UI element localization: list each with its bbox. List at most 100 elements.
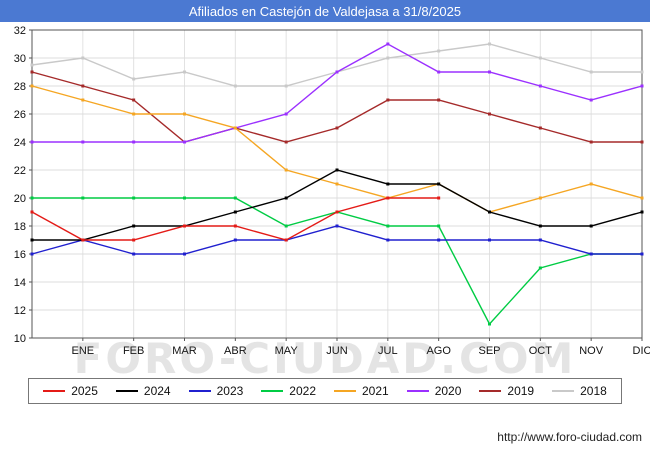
legend-line-icon: [406, 390, 429, 392]
series-point-2019: [30, 70, 34, 74]
series-point-2025: [183, 224, 186, 228]
chart-area: ENE FEB MAR ABR MAY JUN JUL AGO SEP OCT NOV DIC 10 12…: [0, 22, 650, 383]
series-point-2020: [284, 112, 288, 116]
series-point-2021: [589, 182, 593, 186]
series-point-2025: [437, 196, 441, 200]
x-tick-label: SEP: [478, 345, 500, 357]
y-tick-label: 24: [14, 137, 26, 149]
series-point-2023: [183, 252, 186, 256]
series-point-2018: [538, 56, 542, 60]
series-point-2020: [183, 140, 186, 144]
legend-line-icon: [261, 390, 284, 392]
legend-label: 2019: [507, 384, 535, 398]
x-tick-label: AGO: [426, 345, 451, 357]
series-point-2025: [284, 238, 288, 242]
legend-label: 2024: [143, 384, 171, 398]
series-point-2024: [437, 182, 441, 186]
legend-line-icon: [479, 390, 502, 392]
series-point-2020: [335, 70, 339, 74]
legend-line-icon: [43, 390, 66, 392]
series-point-2018: [183, 70, 186, 74]
series-point-2018: [437, 49, 441, 53]
series-point-2019: [640, 140, 644, 144]
y-tick-label: 22: [14, 165, 26, 177]
x-tick-label: MAY: [275, 345, 299, 357]
legend-label: 2023: [216, 384, 244, 398]
series-point-2022: [233, 196, 237, 200]
series-point-2025: [386, 196, 390, 200]
series-point-2021: [335, 182, 339, 186]
x-tick-label: ENE: [72, 345, 95, 357]
series-point-2023: [589, 252, 593, 256]
series-point-2022: [538, 266, 542, 270]
plot-border: [31, 29, 643, 339]
series-point-2020: [589, 98, 593, 102]
series-point-2018: [132, 77, 136, 81]
series-point-2021: [538, 196, 542, 200]
series-point-2025: [81, 238, 85, 242]
legend-line-icon: [334, 390, 356, 392]
legend-line-icon: [115, 390, 138, 392]
x-tick-label: MAR: [172, 345, 197, 357]
y-tick-label: 26: [14, 109, 26, 121]
series-point-2020: [386, 42, 390, 46]
y-tick-label: 18: [14, 221, 26, 233]
series-point-2021: [81, 98, 85, 102]
series-point-2022: [488, 322, 491, 326]
legend-item-2019: 2019: [479, 384, 534, 398]
series-point-2020: [30, 140, 34, 144]
series-point-2021: [132, 112, 136, 116]
series-point-2023: [30, 252, 34, 256]
series-point-2019: [132, 98, 136, 102]
series-point-2024: [233, 210, 237, 214]
series-point-2019: [437, 98, 441, 102]
series-point-2022: [284, 224, 288, 228]
series-point-2024: [335, 168, 339, 172]
title-bar: Afiliados en Castejón de Valdejasa a 31/…: [0, 0, 650, 22]
x-tick-label: FEB: [123, 345, 144, 357]
chart-plot: ENE FEB MAR ABR MAY JUN JUL AGO SEP OCT NOV DIC 10 12…: [14, 25, 650, 357]
series-point-2019: [386, 98, 390, 102]
legend-item-2020: 2020: [406, 384, 462, 398]
series-point-2024: [640, 210, 644, 214]
y-tick-label: 32: [14, 25, 26, 37]
legend-item-2021: 2021: [334, 384, 389, 398]
legend-label: 2022: [289, 384, 316, 398]
series-point-2021: [233, 126, 237, 130]
legend-line-icon: [552, 390, 575, 392]
legend-item-2025: 2025: [43, 384, 98, 398]
series-point-2019: [284, 140, 288, 144]
legend-item-2023: 2023: [188, 384, 244, 398]
legend: 2025 2024 2023 2022 2021 2020 2019 2018: [28, 378, 622, 404]
series-point-2023: [538, 238, 542, 242]
series-point-2020: [132, 140, 136, 144]
series-point-2020: [640, 84, 644, 88]
series-point-2018: [386, 56, 390, 60]
series-point-2023: [437, 238, 441, 242]
series-point-2019: [81, 84, 85, 88]
series-point-2018: [488, 42, 491, 46]
series-point-2018: [589, 70, 593, 74]
series-point-2020: [538, 84, 542, 88]
series-point-2024: [132, 224, 136, 228]
y-tick-label: 30: [14, 53, 26, 65]
x-tick-label: DIC: [633, 345, 650, 357]
y-tick-label: 28: [14, 81, 26, 93]
series-point-2024: [386, 182, 390, 186]
page-title: Afiliados en Castejón de Valdejasa a 31/…: [188, 3, 462, 19]
y-tick-label: 14: [14, 277, 26, 289]
series-point-2022: [132, 196, 136, 200]
series-point-2020: [81, 140, 85, 144]
legend-item-2022: 2022: [261, 384, 316, 398]
series-point-2021: [183, 112, 186, 116]
series-point-2022: [30, 196, 34, 200]
legend-label: 2020: [434, 384, 462, 398]
series-point-2023: [233, 238, 237, 242]
series-point-2018: [640, 70, 644, 74]
y-tick-label: 12: [14, 305, 26, 317]
series-point-2022: [437, 224, 441, 228]
footer-url-link[interactable]: http://www.foro-ciudad.com: [497, 430, 642, 444]
legend-label: 2018: [580, 384, 607, 398]
x-tick-label: JUN: [326, 345, 347, 357]
